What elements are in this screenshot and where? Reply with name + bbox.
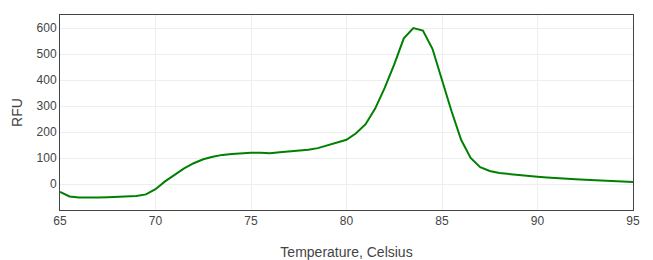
svg-text:95: 95 xyxy=(626,214,640,228)
svg-text:90: 90 xyxy=(531,214,545,228)
svg-text:300: 300 xyxy=(37,99,57,113)
svg-text:75: 75 xyxy=(244,214,258,228)
svg-text:65: 65 xyxy=(53,214,67,228)
svg-text:RFU: RFU xyxy=(9,98,25,127)
svg-text:500: 500 xyxy=(37,47,57,61)
svg-text:100: 100 xyxy=(37,151,57,165)
svg-text:80: 80 xyxy=(340,214,354,228)
svg-text:0: 0 xyxy=(50,177,57,191)
svg-text:400: 400 xyxy=(37,73,57,87)
svg-text:85: 85 xyxy=(435,214,449,228)
svg-text:Temperature, Celsius: Temperature, Celsius xyxy=(280,244,412,260)
svg-text:70: 70 xyxy=(149,214,163,228)
svg-text:200: 200 xyxy=(37,125,57,139)
svg-text:600: 600 xyxy=(37,21,57,35)
